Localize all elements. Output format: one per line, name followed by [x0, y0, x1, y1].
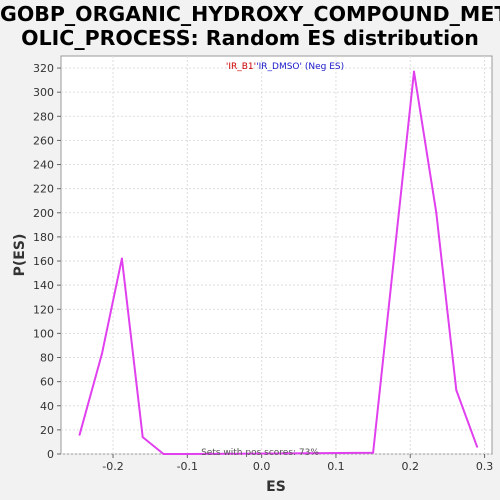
y-tick-label: 80: [40, 352, 54, 365]
x-ticks: -0.2 -0.1 0.0 0.1 0.2 0.3: [102, 454, 493, 473]
y-tick-label: 60: [40, 376, 54, 389]
legend: 'IR_B1''IR_DMSO' (Neg ES): [226, 62, 344, 72]
y-tick-label: 160: [33, 255, 54, 268]
x-tick-label: 0.2: [402, 460, 420, 473]
y-tick-label: 120: [33, 303, 54, 316]
y-tick-label: 320: [33, 62, 54, 75]
data-point: [162, 453, 165, 455]
legend-part-1: 'IR_B1': [226, 62, 256, 72]
data-point: [100, 352, 103, 355]
footnote: Sets with pos scores: 73%: [201, 448, 319, 458]
data-point: [78, 433, 81, 436]
data-point: [186, 453, 189, 455]
data-point: [120, 257, 123, 260]
y-tick-label: 200: [33, 207, 54, 220]
chart-title-line-2: OLIC_PROCESS: Random ES distribution: [21, 26, 479, 50]
y-tick-label: 240: [33, 159, 54, 172]
y-tick-label: 220: [33, 183, 54, 196]
data-point: [412, 70, 415, 73]
chart-title-line-1: GOBP_ORGANIC_HYDROXY_COMPOUND_METAB: [0, 2, 500, 26]
series-layer: [78, 70, 479, 455]
y-tick-label: 140: [33, 279, 54, 292]
y-tick-label: 180: [33, 231, 54, 244]
y-tick-label: 0: [47, 448, 54, 461]
chart-title: GOBP_ORGANIC_HYDROXY_COMPOUND_METAB OLIC…: [0, 2, 500, 50]
x-tick-label: -0.2: [102, 460, 123, 473]
y-tick-label: 20: [40, 424, 54, 437]
y-tick-label: 260: [33, 134, 54, 147]
data-point: [435, 211, 438, 214]
x-tick-label: 0.0: [253, 460, 271, 473]
plot-area: [60, 55, 493, 455]
data-point: [455, 389, 458, 392]
data-point: [372, 451, 375, 454]
data-point: [141, 436, 144, 439]
data-point: [476, 445, 479, 448]
x-tick-label: 0.1: [327, 460, 345, 473]
x-tick-label: -0.1: [177, 460, 198, 473]
y-tick-label: 280: [33, 110, 54, 123]
x-axis-label: ES: [266, 479, 286, 495]
x-tick-label: 0.3: [476, 460, 494, 473]
y-tick-label: 300: [33, 86, 54, 99]
legend-part-2: 'IR_DMSO' (Neg ES): [256, 62, 344, 72]
y-tick-label: 100: [33, 327, 54, 340]
y-axis-label: P(ES): [12, 234, 28, 277]
y-tick-label: 40: [40, 400, 54, 413]
y-ticks: 0 20 40 60 80 100 120 140 160 180 200 220 240 260 280 3…: [33, 62, 61, 461]
